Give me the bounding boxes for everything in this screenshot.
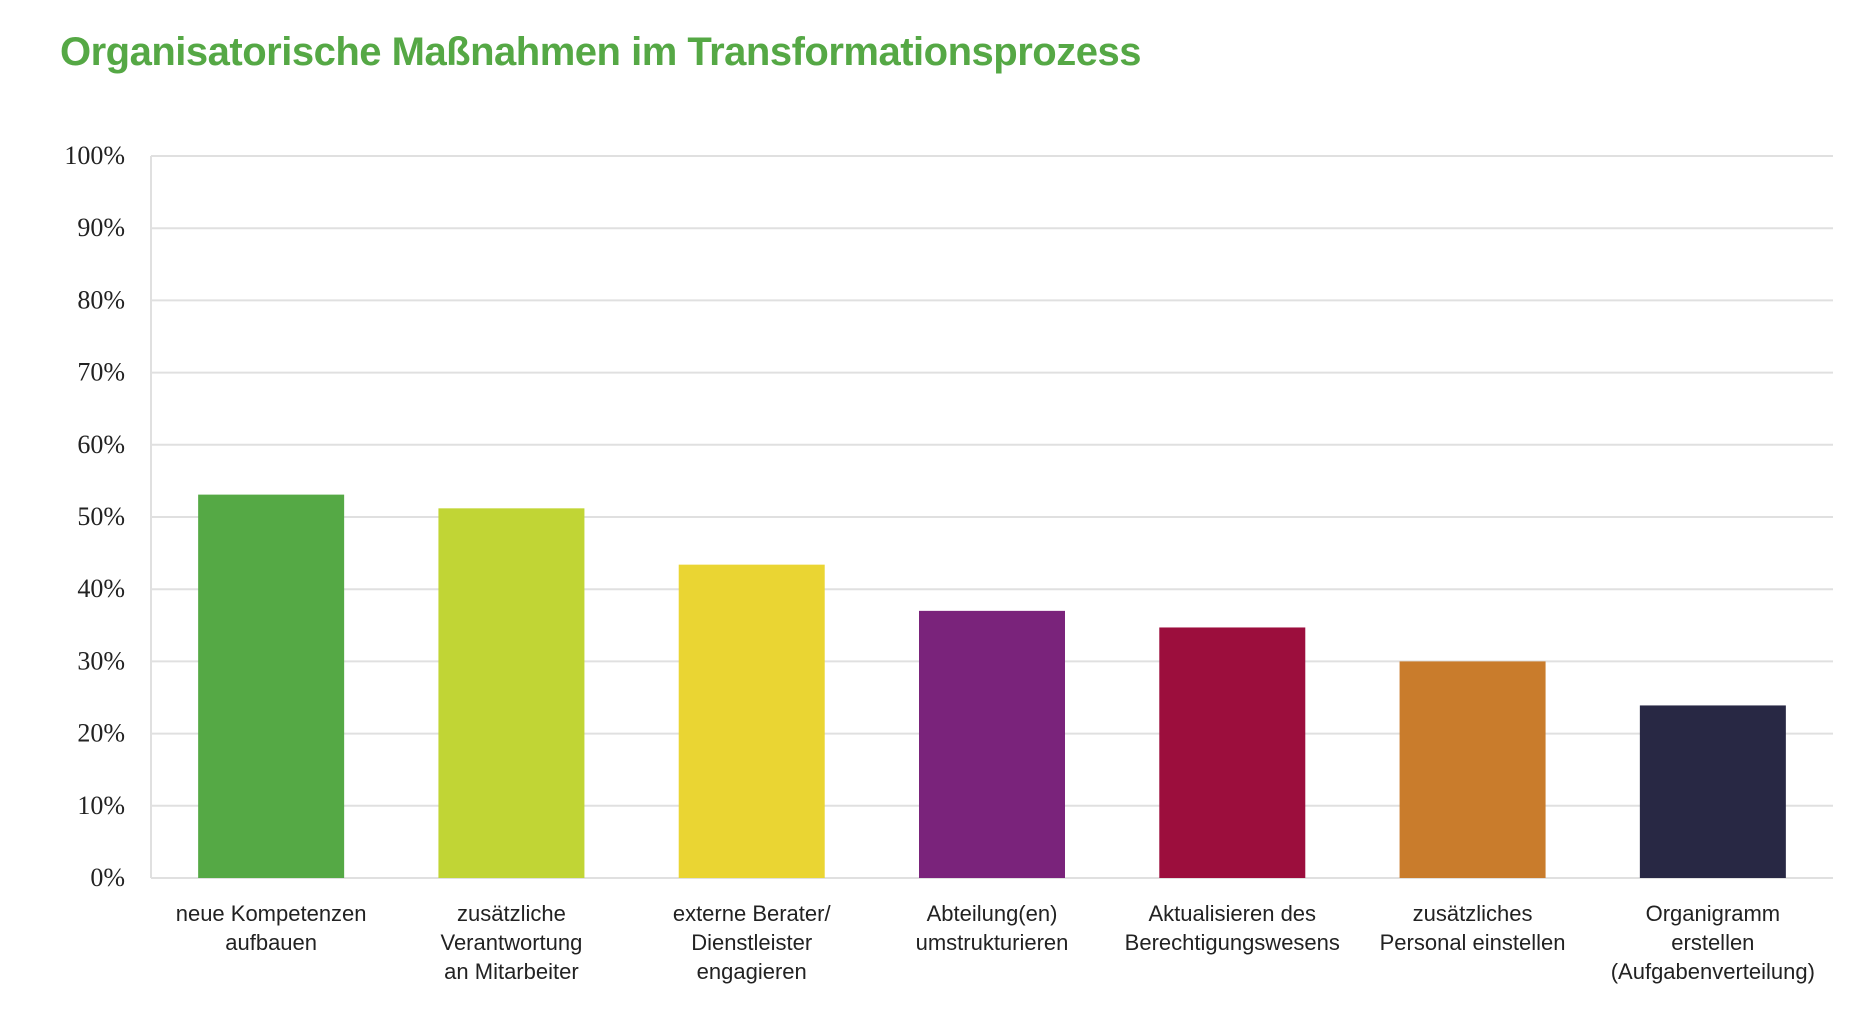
bar [678, 564, 825, 878]
x-tick-label: Organigramm [1646, 901, 1780, 926]
y-tick-label: 30% [77, 646, 125, 675]
x-tick-label: Dienstleister [691, 930, 812, 955]
x-tick-label: (Aufgabenverteilung) [1611, 959, 1815, 984]
x-tick-label: zusätzliches [1413, 901, 1533, 926]
x-tick-label: zusätzliche [457, 901, 566, 926]
y-tick-label: 10% [77, 791, 125, 820]
bar [198, 494, 345, 878]
bar [919, 610, 1065, 878]
y-tick-label: 70% [77, 358, 125, 387]
y-tick-label: 20% [77, 719, 125, 748]
chart-title: Organisatorische Maßnahmen im Transforma… [60, 30, 1141, 74]
x-tick-label: aufbauen [225, 930, 317, 955]
y-tick-label: 80% [77, 285, 125, 314]
bar [1159, 627, 1306, 878]
bar [1399, 661, 1546, 878]
x-tick-label: neue Kompetenzen [176, 901, 367, 926]
x-tick-label: an Mitarbeiter [444, 959, 579, 984]
x-tick-label: Aktualisieren des [1149, 901, 1317, 926]
x-tick-label: Verantwortung [440, 930, 582, 955]
x-tick-label: externe Berater/ [673, 901, 832, 926]
bar [438, 508, 585, 878]
x-tick-label: umstrukturieren [916, 930, 1069, 955]
y-tick-label: 100% [64, 141, 125, 170]
y-tick-label: 40% [77, 574, 125, 603]
y-tick-label: 60% [77, 430, 125, 459]
x-tick-label: Abteilung(en) [927, 901, 1058, 926]
x-tick-label: Berechtigungswesens [1125, 930, 1340, 955]
x-tick-label: Personal einstellen [1380, 930, 1566, 955]
y-tick-label: 0% [90, 863, 125, 892]
bar [1639, 705, 1786, 878]
y-tick-label: 90% [77, 213, 125, 242]
x-tick-label: erstellen [1671, 930, 1754, 955]
y-tick-label: 50% [77, 502, 125, 531]
x-tick-label: engagieren [697, 959, 807, 984]
